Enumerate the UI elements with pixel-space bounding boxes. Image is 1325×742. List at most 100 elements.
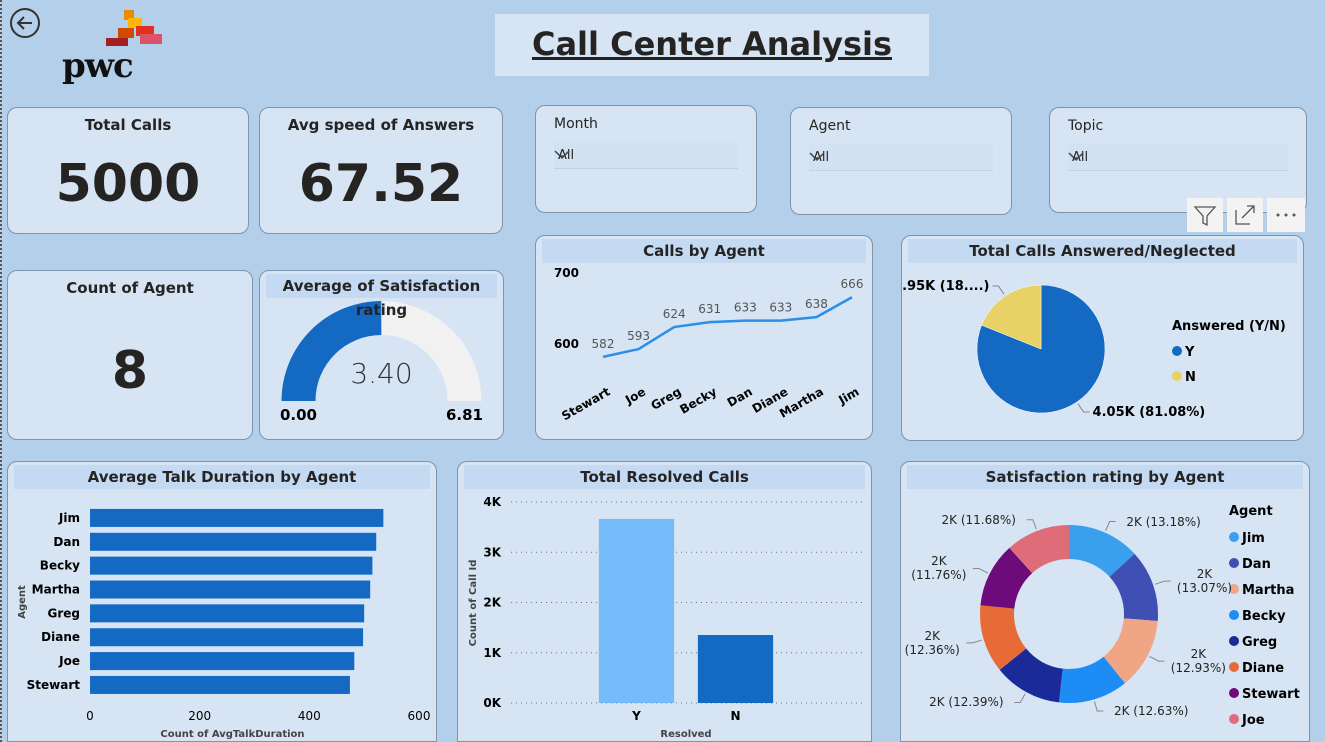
legend-swatch <box>1229 688 1239 698</box>
legend-swatch <box>1172 346 1182 356</box>
leader-line <box>992 285 1005 295</box>
y-tick-label: 4K <box>483 495 501 509</box>
legend-label: N <box>1185 370 1196 385</box>
chart-title: Calls by Agent <box>542 239 866 263</box>
legend-label: Becky <box>1242 609 1286 624</box>
chart: 600 700 582 Stewart 593 Joe 624 Greg 631 Becky 633… <box>554 266 864 423</box>
slicer[interactable]: Topic All <box>1049 107 1307 213</box>
y-tick-label: Joe <box>58 654 80 668</box>
leader-line <box>966 639 982 644</box>
legend-label: Greg <box>1242 635 1277 650</box>
bar <box>90 532 377 551</box>
card-value: 67.52 <box>298 154 464 214</box>
gauge-value <box>281 301 382 401</box>
legend-swatch <box>1172 371 1182 381</box>
legend-label: Joe <box>1241 713 1265 728</box>
y-tick-label: 3K <box>483 545 501 559</box>
legend-swatch <box>1229 662 1239 672</box>
y-tick-label: 2K <box>483 596 501 610</box>
y-tick-label: Dan <box>53 535 80 549</box>
back-button[interactable] <box>8 6 42 40</box>
slicer[interactable]: Agent All <box>790 107 1012 215</box>
x-tick-label: N <box>730 709 740 723</box>
slicer-label: Topic <box>1068 118 1104 134</box>
leader-line <box>1154 580 1171 585</box>
hbar-panel: 0 200 400 600 Jim Dan Becky Martha Greg Diane Joe S… <box>7 461 437 742</box>
y-tick-label: Greg <box>48 606 81 620</box>
y-tick-label: 1K <box>483 646 501 660</box>
data-label: 2K (13.18%) <box>1126 514 1201 529</box>
data-label: 593 <box>627 329 650 343</box>
data-label: 624 <box>663 307 686 321</box>
data-label: 633 <box>734 301 757 315</box>
dropdown[interactable]: All <box>1068 144 1288 171</box>
dropdown[interactable]: All <box>809 144 993 171</box>
bar <box>697 635 774 703</box>
leader-line <box>1026 519 1037 530</box>
chevron <box>554 150 570 160</box>
filter-button[interactable] <box>1187 198 1223 232</box>
data-label: 2K (11.68%) <box>941 512 1016 527</box>
data-label: 633 <box>769 301 792 315</box>
column-panel: 0K 1K 2K 3K 4K Y N Resolved Count of Call Id Tot… <box>457 461 872 742</box>
chevron <box>1068 152 1084 162</box>
donut-panel: Agent Jim Dan Martha Becky Greg Diane Stewart Jo… <box>900 461 1310 742</box>
chevron <box>809 152 825 162</box>
line <box>602 296 853 359</box>
legend-swatch <box>1229 532 1239 542</box>
x-axis-title: Resolved <box>660 729 711 740</box>
logo-mark <box>106 10 162 46</box>
donut-slice <box>1009 525 1069 574</box>
data-label: 666 <box>841 277 864 291</box>
x-tick-label: Greg <box>648 384 683 412</box>
leader-line <box>1093 701 1104 712</box>
legend-title: Answered (Y/N) <box>1172 319 1286 334</box>
slicer-value: All <box>558 148 575 163</box>
card-title: Total Calls <box>84 116 172 134</box>
data-label: 2K (12.39%) <box>929 695 1004 710</box>
y-tick-label: 700 <box>554 266 579 280</box>
chart-title: Satisfaction rating by Agent <box>907 465 1303 489</box>
chart: Agent Jim Dan Martha Becky Greg Diane Stewart Jo… <box>966 504 1300 728</box>
dropdown[interactable]: All <box>554 142 738 169</box>
card: Avg speed of Answers 67.52 <box>259 107 503 234</box>
chart-title: Average Talk Duration by Agent <box>14 465 430 489</box>
x-tick-label: 600 <box>408 709 431 723</box>
legend-label: Jim <box>1241 531 1265 546</box>
page-title: Call Center Analysis <box>531 25 893 63</box>
y-tick-label: Diane <box>41 630 80 644</box>
leader-line <box>1149 655 1165 662</box>
gauge-range-label: 0.00 <box>280 406 317 424</box>
bar <box>90 652 355 671</box>
slicer-value: All <box>1072 150 1089 165</box>
x-tick-label: Y <box>631 709 641 723</box>
x-tick-label: Joe <box>622 384 648 407</box>
y-axis-title: Count of Call Id <box>468 560 479 647</box>
leader-line <box>1077 403 1090 413</box>
legend-swatch <box>1229 584 1239 594</box>
left-border <box>0 0 2 742</box>
x-tick-label: 0 <box>86 709 94 723</box>
y-tick-label: Stewart <box>27 678 81 692</box>
data-label: 2K (12.63%) <box>1113 703 1189 718</box>
slicer[interactable]: Month All <box>535 105 757 213</box>
y-axis-title: Agent <box>17 585 28 619</box>
data-label: 2K (13.07%) <box>1176 567 1233 596</box>
legend-label: Diane <box>1242 661 1284 676</box>
chart-title: Total Calls Answered/Neglected <box>908 239 1297 263</box>
legend-swatch <box>1229 714 1239 724</box>
y-tick-label: 0K <box>483 696 501 710</box>
legend-swatch <box>1229 636 1239 646</box>
data-label: 631 <box>698 302 721 316</box>
x-tick-label: 400 <box>298 709 321 723</box>
data-label: 4.05K (81.08%) <box>1093 405 1206 420</box>
data-label: 0.95K (18....) <box>902 279 989 294</box>
leader-line <box>1105 521 1116 531</box>
chart: 3.40 0.00 6.81 <box>280 301 483 424</box>
card: Count of Agent 8 <box>7 270 253 440</box>
chart: 4.05K (81.08%) 0.95K (18....) Answered (Y/… <box>902 279 1286 420</box>
x-tick-label: Jim <box>835 384 861 407</box>
card-value: 5000 <box>55 154 201 214</box>
donut-slice <box>1109 553 1158 621</box>
slicer-label: Agent <box>809 118 851 134</box>
